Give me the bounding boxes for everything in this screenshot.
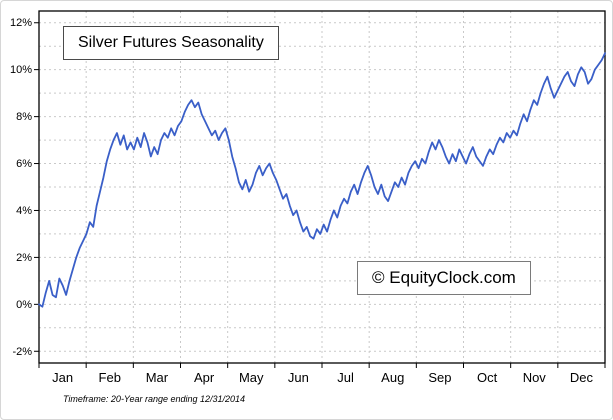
seasonality-line <box>38 52 606 308</box>
chart-title: Silver Futures Seasonality <box>63 26 279 60</box>
y-axis-label: 12% <box>10 17 32 29</box>
x-axis-label: Oct <box>477 370 498 385</box>
y-axis-label: 2% <box>16 252 32 264</box>
x-axis-label: Dec <box>570 370 594 385</box>
x-axis-label: Jan <box>52 370 73 385</box>
y-axis-label: 8% <box>16 111 32 123</box>
x-axis-label: Nov <box>523 370 547 385</box>
x-axis-label: Apr <box>194 370 215 385</box>
x-axis-label: Jun <box>288 370 309 385</box>
y-axis-label: 10% <box>10 64 32 76</box>
plot-frame <box>38 10 606 364</box>
x-axis-label: Aug <box>381 370 404 385</box>
y-axis-label: 6% <box>16 158 32 170</box>
x-axis-label: Feb <box>99 370 121 385</box>
y-axis-label: 4% <box>16 205 32 217</box>
x-axis-label: Mar <box>146 370 169 385</box>
y-axis-label: -2% <box>12 346 32 358</box>
x-axis-label: Sep <box>428 370 451 385</box>
x-axis-label: May <box>239 370 264 385</box>
timeframe-note: Timeframe: 20-Year range ending 12/31/20… <box>63 394 246 404</box>
x-axis-label: Jul <box>337 370 354 385</box>
watermark-equityclock: © EquityClock.com <box>357 261 531 295</box>
y-axis-label: 0% <box>16 299 32 311</box>
